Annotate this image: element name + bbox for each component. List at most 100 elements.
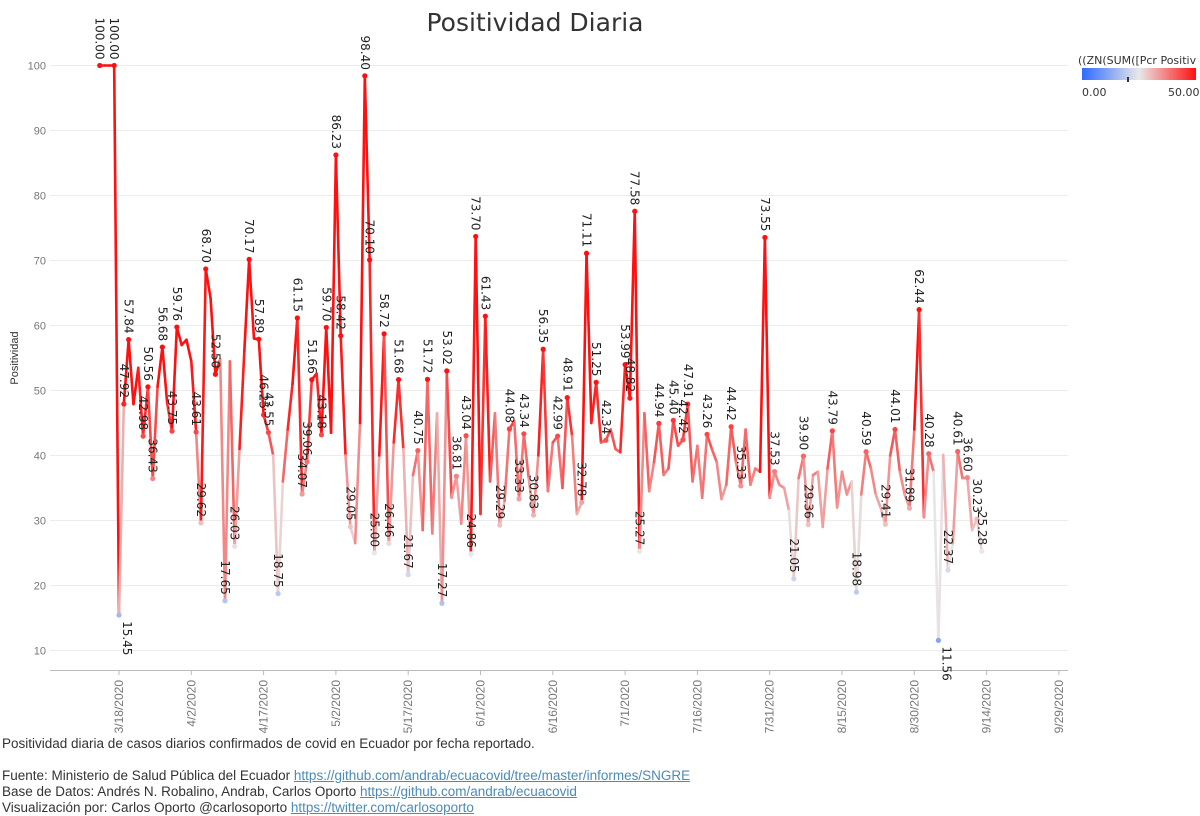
line-segment[interactable] <box>864 450 873 470</box>
data-point[interactable] <box>116 612 122 618</box>
data-point[interactable] <box>439 600 445 606</box>
data-point[interactable] <box>193 429 199 435</box>
data-point[interactable] <box>771 468 778 475</box>
line-segment[interactable] <box>869 467 878 496</box>
line-segment[interactable] <box>344 454 352 528</box>
database-link[interactable]: https://github.com/andrab/ecuacovid <box>359 784 577 799</box>
positividad-line[interactable] <box>98 64 984 642</box>
data-point[interactable] <box>232 543 238 549</box>
line-segment[interactable] <box>570 434 579 516</box>
line-chart[interactable]: 10 20 30 40 50 60 70 80 90 100 3/18/2020 4/2/2020 4/… <box>0 0 1200 740</box>
data-point[interactable] <box>299 491 305 497</box>
line-segment[interactable] <box>561 396 569 490</box>
line-segment[interactable] <box>127 338 135 406</box>
line-segment[interactable] <box>941 453 950 572</box>
line-segment[interactable] <box>440 369 449 605</box>
line-segment[interactable] <box>594 381 603 444</box>
line-segment[interactable] <box>715 460 723 501</box>
line-segment[interactable] <box>729 425 738 464</box>
line-segment[interactable] <box>358 74 367 425</box>
data-point[interactable] <box>381 331 387 337</box>
line-segment[interactable] <box>802 454 810 526</box>
line-segment[interactable] <box>739 428 747 488</box>
line-segment[interactable] <box>696 444 704 500</box>
line-segment[interactable] <box>647 460 656 493</box>
data-point[interactable] <box>555 433 561 439</box>
line-segment[interactable] <box>146 385 155 481</box>
color-legend-gradient[interactable] <box>1082 68 1196 80</box>
data-point[interactable] <box>386 540 392 547</box>
data-point[interactable] <box>294 315 300 321</box>
line-segment[interactable] <box>305 378 314 463</box>
line-segment[interactable] <box>821 467 829 529</box>
line-segment[interactable] <box>421 378 429 532</box>
data-point[interactable] <box>159 344 165 350</box>
data-point[interactable] <box>593 379 599 385</box>
line-segment[interactable] <box>218 357 227 603</box>
line-segment[interactable] <box>590 381 598 425</box>
line-segment[interactable] <box>271 454 280 595</box>
data-point[interactable] <box>622 361 628 368</box>
line-segment[interactable] <box>479 314 487 516</box>
data-point[interactable] <box>656 420 662 426</box>
data-point[interactable] <box>805 522 811 528</box>
line-segment[interactable] <box>662 467 670 477</box>
line-segment[interactable] <box>199 267 208 525</box>
line-segment[interactable] <box>156 345 164 388</box>
line-segment[interactable] <box>908 428 916 510</box>
line-segment[interactable] <box>855 493 863 594</box>
line-segment[interactable] <box>768 470 776 500</box>
line-segment[interactable] <box>243 258 251 353</box>
line-segment[interactable] <box>580 251 588 504</box>
data-point[interactable] <box>468 551 474 557</box>
line-segment[interactable] <box>946 541 955 572</box>
line-segment[interactable] <box>353 421 362 545</box>
line-segment[interactable] <box>286 382 294 431</box>
data-point[interactable] <box>265 429 272 436</box>
line-segment[interactable] <box>657 422 665 477</box>
line-segment[interactable] <box>339 334 347 457</box>
data-point[interactable] <box>670 417 676 423</box>
data-point[interactable] <box>367 257 373 263</box>
data-point[interactable] <box>964 475 970 481</box>
line-segment[interactable] <box>835 470 844 509</box>
line-segment[interactable] <box>117 402 126 617</box>
data-point[interactable] <box>540 346 546 352</box>
data-point[interactable] <box>323 324 329 331</box>
data-point[interactable] <box>521 431 527 437</box>
data-point[interactable] <box>415 448 421 454</box>
line-segment[interactable] <box>725 425 733 487</box>
data-point[interactable] <box>275 591 281 597</box>
data-point[interactable] <box>140 433 146 439</box>
data-point[interactable] <box>453 473 459 479</box>
line-segment[interactable] <box>792 476 800 580</box>
line-segment[interactable] <box>691 444 699 483</box>
line-segment[interactable] <box>484 314 492 483</box>
data-point[interactable] <box>97 62 103 69</box>
line-segment[interactable] <box>720 483 728 501</box>
data-point[interactable] <box>906 505 913 511</box>
line-segment[interactable] <box>151 385 159 481</box>
data-points[interactable] <box>97 62 985 643</box>
line-segment[interactable] <box>758 236 767 474</box>
line-segment[interactable] <box>749 467 757 487</box>
line-segment[interactable] <box>874 493 882 509</box>
line-segment[interactable] <box>474 235 482 516</box>
line-segment[interactable] <box>609 428 617 451</box>
data-point[interactable] <box>704 431 710 437</box>
line-segment[interactable] <box>585 251 593 425</box>
line-segment[interactable] <box>541 347 550 493</box>
line-segment[interactable] <box>161 345 169 405</box>
line-segment[interactable] <box>763 236 772 500</box>
line-segment[interactable] <box>334 153 343 338</box>
data-point[interactable] <box>530 512 537 518</box>
line-segment[interactable] <box>320 326 328 437</box>
line-segment[interactable] <box>922 452 931 519</box>
data-point[interactable] <box>304 459 310 465</box>
line-segment[interactable] <box>618 363 627 454</box>
data-point[interactable] <box>636 548 643 554</box>
data-point[interactable] <box>362 73 368 79</box>
data-point[interactable] <box>603 437 609 443</box>
data-point[interactable] <box>762 234 768 241</box>
data-point[interactable] <box>371 550 378 556</box>
